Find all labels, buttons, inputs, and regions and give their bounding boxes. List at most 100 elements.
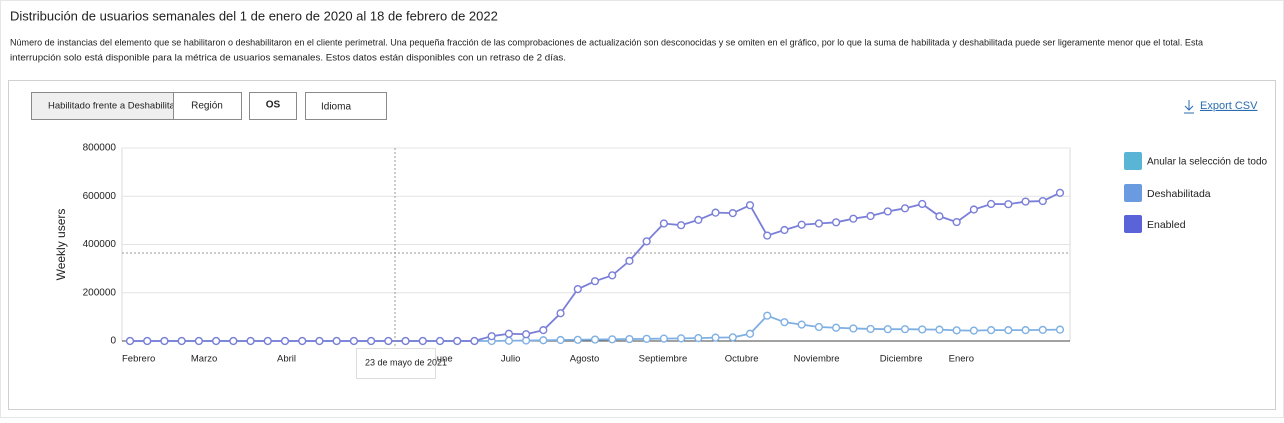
legend-swatch [1124,184,1142,202]
data-point [987,199,996,209]
data-point [573,285,582,294]
data-point [763,231,772,240]
button-label: OS [266,100,281,111]
data-point [935,212,944,221]
data-point [608,335,617,344]
data-point [246,336,255,346]
data-point [780,318,789,327]
data-point [763,311,772,320]
data-point [745,329,755,338]
data-point [694,334,703,343]
data-point [1021,197,1030,206]
data-point [866,211,875,221]
data-point [418,336,427,346]
y-tick-label: 0 [110,336,116,347]
data-point [1004,326,1013,335]
data-point [315,336,324,346]
data-point [125,336,135,346]
data-point [814,322,823,332]
data-point [1055,325,1065,334]
x-tick-label: Abril [277,354,296,365]
data-point [625,256,634,266]
data-point [384,336,393,346]
data-point [435,336,445,346]
data-point [1004,200,1013,209]
x-tick-label: Diciembre [880,354,923,365]
data-point [832,323,841,332]
data-point [935,325,944,334]
legend-label: Deshabilitada [1147,188,1211,200]
data-point [659,219,668,228]
tooltip-box [356,348,436,379]
button[interactable]: OS [249,92,297,120]
x-tick-label: Febrero [122,354,155,365]
data-point [625,334,634,344]
data-point [883,207,892,216]
data-point [504,329,513,338]
y-tick-label: 800000 [83,143,117,154]
x-tick-label: Julio [501,354,521,365]
x-tick-label: June [432,354,453,365]
data-point [780,225,789,235]
data-point [952,326,961,335]
data-point [918,325,927,334]
data-point [900,325,910,334]
data-point [453,336,462,346]
legend-label: Anular la selección de todo [1147,157,1268,168]
data-point [814,219,823,228]
data-point [522,330,531,339]
data-point [263,336,272,346]
download-icon [1184,100,1194,114]
data-point [969,326,978,335]
legend-swatch [1124,215,1142,233]
data-point [194,336,203,346]
data-point [987,326,996,335]
data-point [1021,326,1030,335]
panel [8,80,1276,410]
x-tick-label: Agosto [570,354,600,365]
data-point [797,320,806,329]
tooltip-label: 23 de mayo de 2021 [365,357,447,367]
button[interactable]: Región [173,92,242,120]
data-point [900,204,910,213]
y-tick-label: 200000 [83,287,117,298]
button[interactable]: Habilitado frente a Deshabilitado [31,92,186,120]
x-tick-label: Marzo [191,354,217,365]
data-point [160,336,169,346]
data-point [728,333,737,342]
export-link[interactable]: Export CSV [1200,100,1258,112]
button[interactable]: Idioma [305,92,387,120]
button-label: Habilitado frente a Deshabilitado [48,101,185,112]
x-tick-label: Noviembre [794,354,840,365]
data-point [952,217,961,227]
data-point [711,208,720,217]
data-point [849,324,858,333]
data-point [849,214,858,223]
data-point [143,336,152,346]
data-point [590,335,600,344]
data-point [677,334,686,343]
data-point [1055,188,1065,197]
data-point [470,336,479,346]
data-point [1038,196,1047,206]
data-point [745,201,755,210]
data-point [504,336,513,345]
data-point [539,336,548,345]
export-button[interactable]: Export CSV [1184,100,1258,114]
data-point [367,336,376,346]
title: Distribución de usuarios semanales del 1… [10,8,498,23]
data-point [487,332,496,341]
data-point [659,334,668,343]
data-point [590,277,600,286]
data-point [728,209,737,218]
legend-reset[interactable]: Anular la selección de todo [1124,152,1268,170]
data-point [298,336,307,346]
data-point [212,336,221,346]
data-point [229,336,238,346]
data-point [883,325,892,334]
data-point [401,336,410,346]
data-point [608,271,617,280]
x-tick-label: Septiembre [639,354,688,365]
